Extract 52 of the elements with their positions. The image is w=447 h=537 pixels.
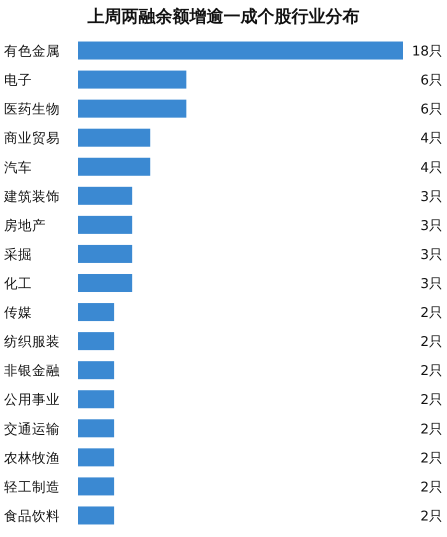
y-tick-label: 有色金属 xyxy=(4,44,60,60)
bar xyxy=(78,186,132,205)
y-tick-label: 采掘 xyxy=(4,246,32,263)
y-tick-label: 食品饮料 xyxy=(4,508,60,524)
y-tick-label: 公用事业 xyxy=(4,392,60,408)
chart-title: 上周两融余额增逾一成个股行业分布 xyxy=(86,7,360,27)
y-tick-label: 传媒 xyxy=(4,305,32,322)
data-label: 3只 xyxy=(420,276,443,292)
data-label: 4只 xyxy=(420,130,443,147)
bar xyxy=(78,128,150,147)
bar xyxy=(78,42,403,60)
data-label: 6只 xyxy=(420,102,443,118)
bar xyxy=(78,419,114,438)
bar xyxy=(78,506,114,524)
y-tick-label: 化工 xyxy=(4,276,32,292)
data-label: 3只 xyxy=(420,246,443,263)
bar xyxy=(78,100,186,118)
bar xyxy=(78,332,114,350)
bar xyxy=(78,216,132,234)
data-label: 2只 xyxy=(420,508,443,524)
y-tick-label: 轻工制造 xyxy=(4,479,60,496)
data-label: 6只 xyxy=(420,72,443,89)
data-label: 2只 xyxy=(420,392,443,408)
bar xyxy=(78,448,114,466)
y-tick-label: 交通运输 xyxy=(4,421,60,438)
data-label: 2只 xyxy=(420,305,443,322)
data-label: 4只 xyxy=(420,160,443,176)
data-label: 2只 xyxy=(420,334,443,350)
bar xyxy=(78,158,150,176)
bar xyxy=(78,477,114,496)
data-label: 3只 xyxy=(420,218,443,234)
y-tick-label: 医药生物 xyxy=(4,102,60,118)
bar xyxy=(78,70,186,89)
bar xyxy=(78,274,132,292)
y-tick-label: 非银金融 xyxy=(4,363,60,380)
data-label: 3只 xyxy=(420,188,443,205)
data-label: 18只 xyxy=(412,44,443,60)
data-label: 2只 xyxy=(420,479,443,496)
data-label: 2只 xyxy=(420,363,443,380)
bar xyxy=(78,244,132,263)
bar xyxy=(78,303,114,322)
y-tick-label: 汽车 xyxy=(4,160,32,176)
y-tick-label: 房地产 xyxy=(4,218,46,234)
bar xyxy=(78,361,114,380)
y-tick-label: 农林牧渔 xyxy=(4,450,60,466)
y-tick-label: 建筑装饰 xyxy=(3,188,60,205)
data-label: 2只 xyxy=(420,421,443,438)
y-tick-label: 商业贸易 xyxy=(4,130,60,147)
bar xyxy=(78,390,114,408)
y-tick-label: 纺织服装 xyxy=(4,334,60,350)
y-tick-label: 电子 xyxy=(4,72,32,89)
data-label: 2只 xyxy=(420,450,443,466)
